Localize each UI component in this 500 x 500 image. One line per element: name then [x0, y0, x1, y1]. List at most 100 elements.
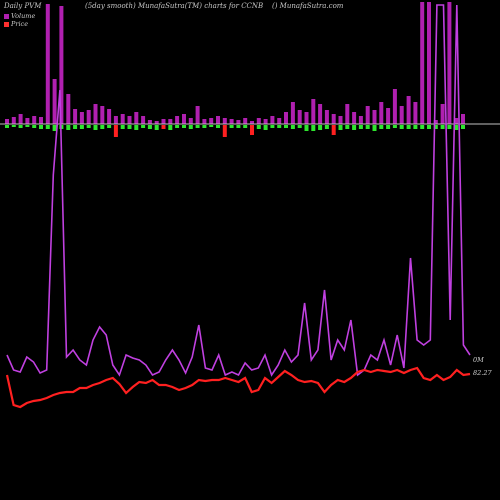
- volume-bar: [79, 112, 84, 124]
- legend-volume-label: Volume: [11, 12, 36, 20]
- volume-bar: [182, 114, 186, 124]
- volume-bar: [454, 118, 459, 124]
- price-up-bar: [318, 125, 323, 130]
- volume-bar: [256, 118, 261, 124]
- price-up-bar: [209, 125, 214, 127]
- volume-bar: [304, 112, 309, 124]
- price-up-bar: [406, 125, 411, 129]
- volume-bar: [420, 2, 425, 124]
- price-up-bar: [427, 125, 431, 129]
- price-up-bar: [413, 125, 418, 129]
- price-up-bar: [352, 125, 357, 130]
- price-up-bar: [66, 125, 71, 130]
- header-title: (5day smooth) MunafaSutra(TM) charts for…: [85, 2, 264, 10]
- price-up-bar: [236, 125, 241, 128]
- price-up-bar: [263, 125, 268, 130]
- volume-bar: [358, 116, 363, 124]
- price-up-bar: [25, 125, 30, 127]
- price-up-bar: [420, 125, 425, 129]
- price-down-bar: [250, 125, 254, 135]
- price-up-bar: [107, 125, 112, 128]
- volume-bar: [175, 116, 180, 124]
- volume-bar: [195, 106, 200, 124]
- volume-bar: [5, 119, 9, 124]
- volume-bar: [277, 118, 282, 124]
- price-down-bar: [222, 125, 227, 137]
- price-up-bar: [454, 125, 459, 130]
- price-up-bar: [154, 125, 159, 130]
- price-up-bar: [18, 125, 23, 128]
- price-up-bar: [256, 125, 261, 129]
- volume-bar: [25, 118, 30, 124]
- price-up-bar: [290, 125, 295, 129]
- volume-bar: [461, 114, 465, 124]
- price-up-bar: [372, 125, 377, 131]
- price-up-bar: [284, 125, 288, 128]
- legend-price-swatch: [4, 21, 9, 27]
- volume-bar: [100, 106, 105, 124]
- volume-bar: [338, 116, 343, 124]
- volume-bar: [113, 116, 118, 124]
- price-up-bar: [79, 125, 84, 129]
- volume-bar: [209, 118, 214, 124]
- legend-volume-swatch: [4, 13, 9, 19]
- volume-bar: [318, 104, 323, 124]
- volume-bar: [147, 120, 152, 124]
- price-up-bar: [32, 125, 37, 128]
- volume-bar: [202, 119, 207, 124]
- price-up-bar: [127, 125, 132, 129]
- volume-line: [6, 4, 471, 377]
- price-down-bar: [331, 125, 336, 135]
- price-up-bar: [45, 125, 50, 129]
- volume-bar: [39, 117, 43, 124]
- price-up-bar: [5, 125, 9, 128]
- price-up-bar: [52, 125, 57, 131]
- volume-bar: [263, 119, 268, 124]
- volume-bar: [154, 121, 159, 124]
- volume-bar: [352, 112, 357, 124]
- price-up-bar: [324, 125, 329, 129]
- price-up-bar: [345, 125, 350, 129]
- price-up-bar: [188, 125, 193, 129]
- volume-bar: [236, 120, 241, 124]
- price-up-bar: [182, 125, 186, 128]
- price-up-bar: [86, 125, 91, 128]
- volume-bar: [297, 110, 302, 124]
- volume-bar: [161, 119, 166, 124]
- price-up-bar: [73, 125, 78, 129]
- price-up-bar: [277, 125, 282, 128]
- volume-bar: [11, 117, 16, 124]
- price-up-bar: [399, 125, 404, 129]
- volume-bar: [392, 89, 397, 124]
- volume-bar: [216, 116, 220, 124]
- volume-bar: [440, 104, 445, 124]
- volume-bar: [345, 104, 350, 124]
- volume-bar: [379, 102, 384, 124]
- volume-bar: [18, 114, 23, 124]
- price-up-bar: [168, 125, 173, 130]
- volume-bar: [120, 114, 125, 124]
- price-up-bar: [447, 125, 452, 129]
- price-up-bar: [100, 125, 105, 129]
- price-up-bar: [175, 125, 180, 128]
- volume-bar: [45, 4, 50, 124]
- volume-bar: [386, 108, 391, 124]
- price-up-bar: [195, 125, 200, 128]
- volume-bar: [141, 116, 146, 124]
- volume-bar: [59, 6, 64, 124]
- volume-bars: [5, 2, 465, 137]
- price-up-bar: [297, 125, 302, 128]
- price-up-bar: [11, 125, 16, 127]
- price-up-bar: [386, 125, 391, 129]
- price-down-bar: [113, 125, 118, 137]
- price-line: [5, 366, 471, 409]
- price-up-bar: [120, 125, 125, 129]
- price-up-bar: [202, 125, 207, 128]
- volume-bar: [372, 110, 377, 124]
- price-up-bar: [358, 125, 363, 129]
- price-up-bar: [433, 125, 438, 129]
- volume-bar: [284, 112, 288, 124]
- volume-bar: [93, 104, 98, 124]
